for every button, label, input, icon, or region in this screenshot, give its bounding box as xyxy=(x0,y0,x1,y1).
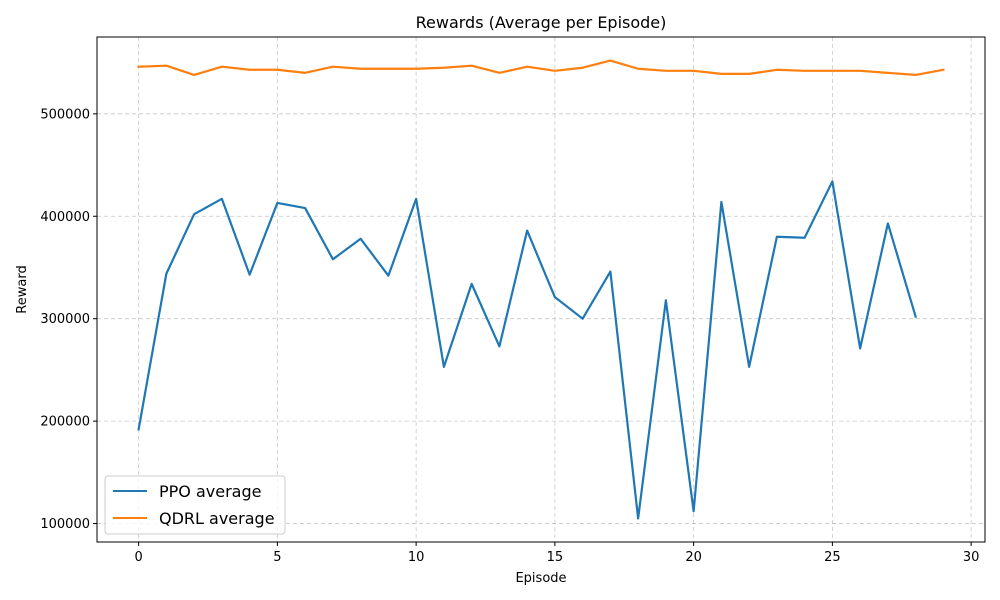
y-tick-label: 300000 xyxy=(40,312,90,327)
x-tick-label: 25 xyxy=(824,550,841,565)
plot-area-frame xyxy=(96,36,986,543)
legend-label-ppo: PPO average xyxy=(159,482,261,501)
x-axis-label: Episode xyxy=(515,571,566,586)
x-tick-label: 20 xyxy=(685,550,702,565)
y-axis-label: Reward xyxy=(15,265,30,313)
x-tick-label: 15 xyxy=(547,550,564,565)
series-layer xyxy=(137,59,945,520)
x-tick-label: 0 xyxy=(134,550,142,565)
x-tick-label: 5 xyxy=(273,550,281,565)
y-tick-label: 200000 xyxy=(40,415,90,430)
tick-layer: 0 5 10 15 20 25 30 100000 200000 300000 400000 5000… xyxy=(40,107,979,565)
chart-title: Rewards (Average per Episode) xyxy=(416,13,667,32)
legend: PPO average QDRL average xyxy=(104,475,286,535)
y-tick-label: 100000 xyxy=(40,517,90,532)
legend-box xyxy=(104,475,286,535)
series-line-ppo xyxy=(137,180,917,520)
x-tick-label: 10 xyxy=(408,550,425,565)
y-tick-label: 400000 xyxy=(40,210,90,225)
series-line-qdrl xyxy=(137,59,945,77)
legend-label-qdrl: QDRL average xyxy=(159,509,275,528)
y-tick-label: 500000 xyxy=(40,107,90,122)
x-tick-label: 30 xyxy=(963,550,980,565)
